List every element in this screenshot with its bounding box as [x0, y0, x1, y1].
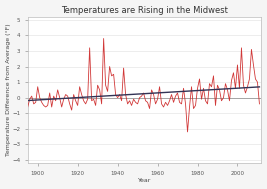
- Y-axis label: Temperature Difference from Average (°F): Temperature Difference from Average (°F): [6, 24, 11, 156]
- X-axis label: Year: Year: [138, 178, 151, 184]
- Title: Temperatures are Rising in the Midwest: Temperatures are Rising in the Midwest: [61, 5, 228, 15]
